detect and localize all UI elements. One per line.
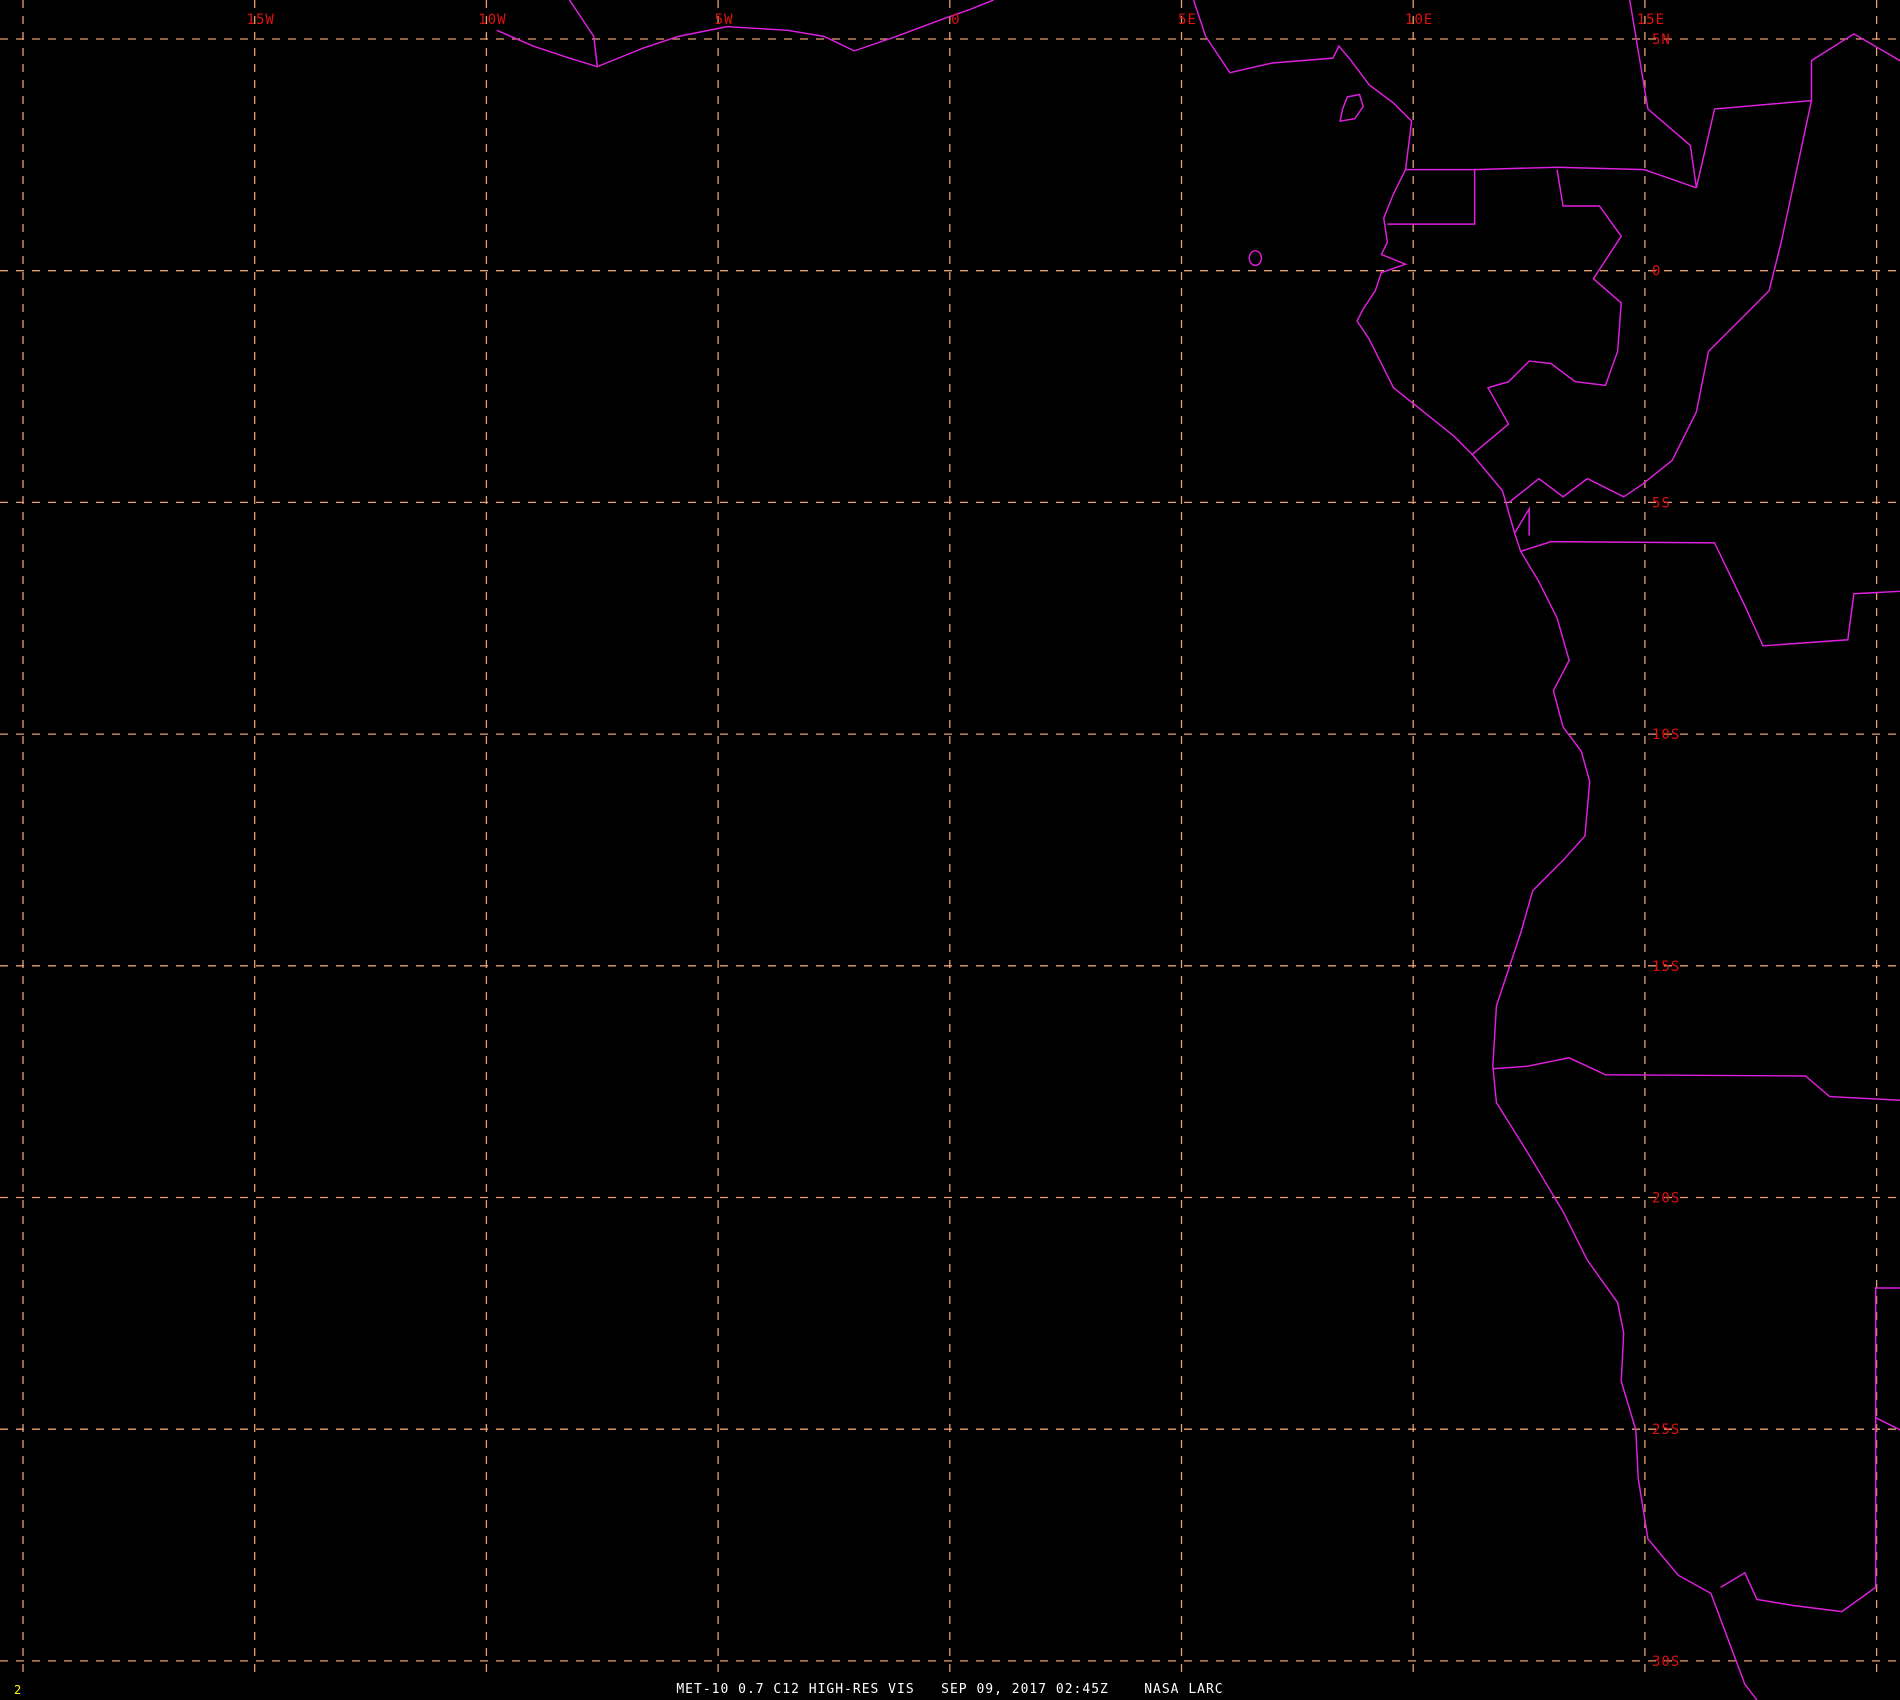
- border-south-africa: [1720, 1287, 1900, 1613]
- latitude-label: 25S: [1652, 1422, 1680, 1438]
- caption-satellite: MET-10 0.7 C12 HIGH-RES VIS: [676, 1682, 915, 1697]
- border-north: [568, 0, 599, 67]
- border-congo-drc: [1508, 100, 1813, 504]
- border-cameroon-north: [1474, 166, 1697, 189]
- island-bioko: [1339, 93, 1364, 123]
- caption-datetime: SEP 09, 2017 02:45Z: [941, 1682, 1109, 1697]
- caption-source: NASA LARC: [1144, 1682, 1224, 1697]
- border-cabinda: [1514, 506, 1530, 536]
- longitude-label: 5E: [1178, 12, 1197, 28]
- frame-number: 2: [14, 1683, 22, 1697]
- longitude-label: 0: [951, 12, 960, 28]
- coastline-central-africa: [1192, 0, 1758, 1700]
- border-east-south: [1875, 1417, 1900, 1431]
- longitude-label: 10W: [478, 12, 506, 28]
- border-gabon: [1471, 169, 1623, 455]
- latitude-label: 5S: [1652, 495, 1671, 511]
- latitude-label: 5N: [1652, 32, 1671, 48]
- island-sao-tome: [1248, 250, 1263, 267]
- coastlines-borders: [496, 0, 1900, 1700]
- border-east: [1629, 0, 1900, 188]
- longitude-label: 15E: [1637, 12, 1665, 28]
- latitude-label: 10S: [1652, 727, 1680, 743]
- border-namibia-north: [1492, 1057, 1900, 1101]
- latitude-label: 30S: [1652, 1654, 1680, 1670]
- latitude-label: 20S: [1652, 1191, 1680, 1207]
- longitude-label: 5W: [715, 12, 734, 28]
- coastline-west-africa-north: [496, 0, 994, 68]
- latitude-label: 15S: [1652, 959, 1680, 975]
- longitude-label: 10E: [1405, 12, 1433, 28]
- image-caption: MET-10 0.7 C12 HIGH-RES VIS SEP 09, 2017…: [0, 1682, 1900, 1697]
- border-cameroon-eqguinea: [1387, 168, 1476, 225]
- border-angola-north: [1520, 540, 1900, 647]
- grid-labels: 15W 10W 5W 0 5E 10E 15E 5N 0 5S 10S 15S 20S 25S 30S: [247, 12, 1680, 1670]
- latitude-label: 0: [1652, 264, 1661, 280]
- longitude-label: 15W: [247, 12, 275, 28]
